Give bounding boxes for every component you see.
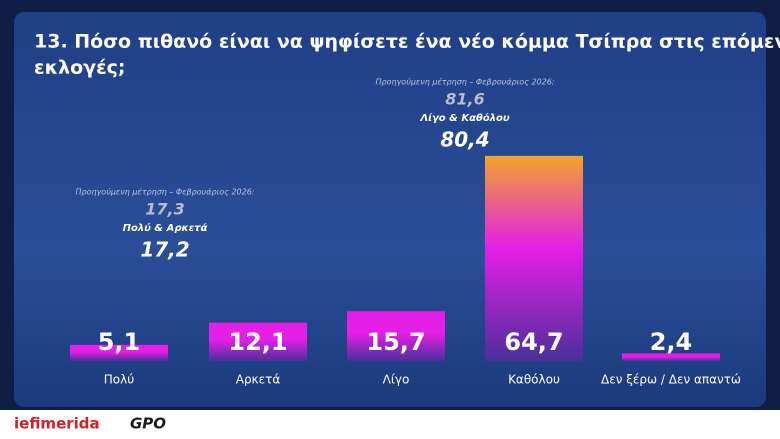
group-label: Λίγο & Καθόλου bbox=[419, 112, 510, 124]
annotation-note: Προηγούμενη μέτρηση – Φεβρουάριος 2026: bbox=[76, 187, 255, 197]
group-value: 80,4 bbox=[440, 128, 489, 152]
annotation-note: Προηγούμενη μέτρηση – Φεβρουάριος 2026: bbox=[376, 77, 555, 87]
footer-bar bbox=[0, 410, 780, 439]
category-label: Αρκετά bbox=[236, 373, 281, 387]
brand-logo: iefimerida bbox=[14, 415, 100, 433]
title-line: 13. Πόσο πιθανό είναι να ψηφίσετε ένα νέ… bbox=[34, 31, 780, 53]
category-label: Δεν ξέρω / Δεν απαντώ bbox=[601, 373, 741, 387]
value-label: 12,1 bbox=[228, 328, 287, 356]
group-value: 17,2 bbox=[140, 238, 189, 262]
category-label: Πολύ bbox=[104, 373, 134, 387]
pollster-logo: GPO bbox=[130, 415, 166, 433]
bar bbox=[209, 322, 307, 361]
bar bbox=[622, 353, 720, 361]
previous-value: 17,3 bbox=[145, 200, 184, 219]
bar bbox=[485, 155, 583, 361]
bar bbox=[70, 344, 168, 361]
category-label: Καθόλου bbox=[508, 373, 560, 387]
previous-value: 81,6 bbox=[445, 90, 484, 109]
title-line: εκλογές; bbox=[34, 57, 126, 79]
category-label: Λίγο bbox=[383, 373, 410, 387]
group-label: Πολύ & Αρκετά bbox=[123, 222, 208, 234]
bar bbox=[347, 311, 445, 361]
value-label: 64,7 bbox=[504, 328, 563, 356]
value-label: 15,7 bbox=[366, 328, 425, 356]
value-label: 2,4 bbox=[650, 328, 693, 356]
page-number: 17 bbox=[705, 411, 719, 424]
value-label: 5,1 bbox=[98, 328, 141, 356]
